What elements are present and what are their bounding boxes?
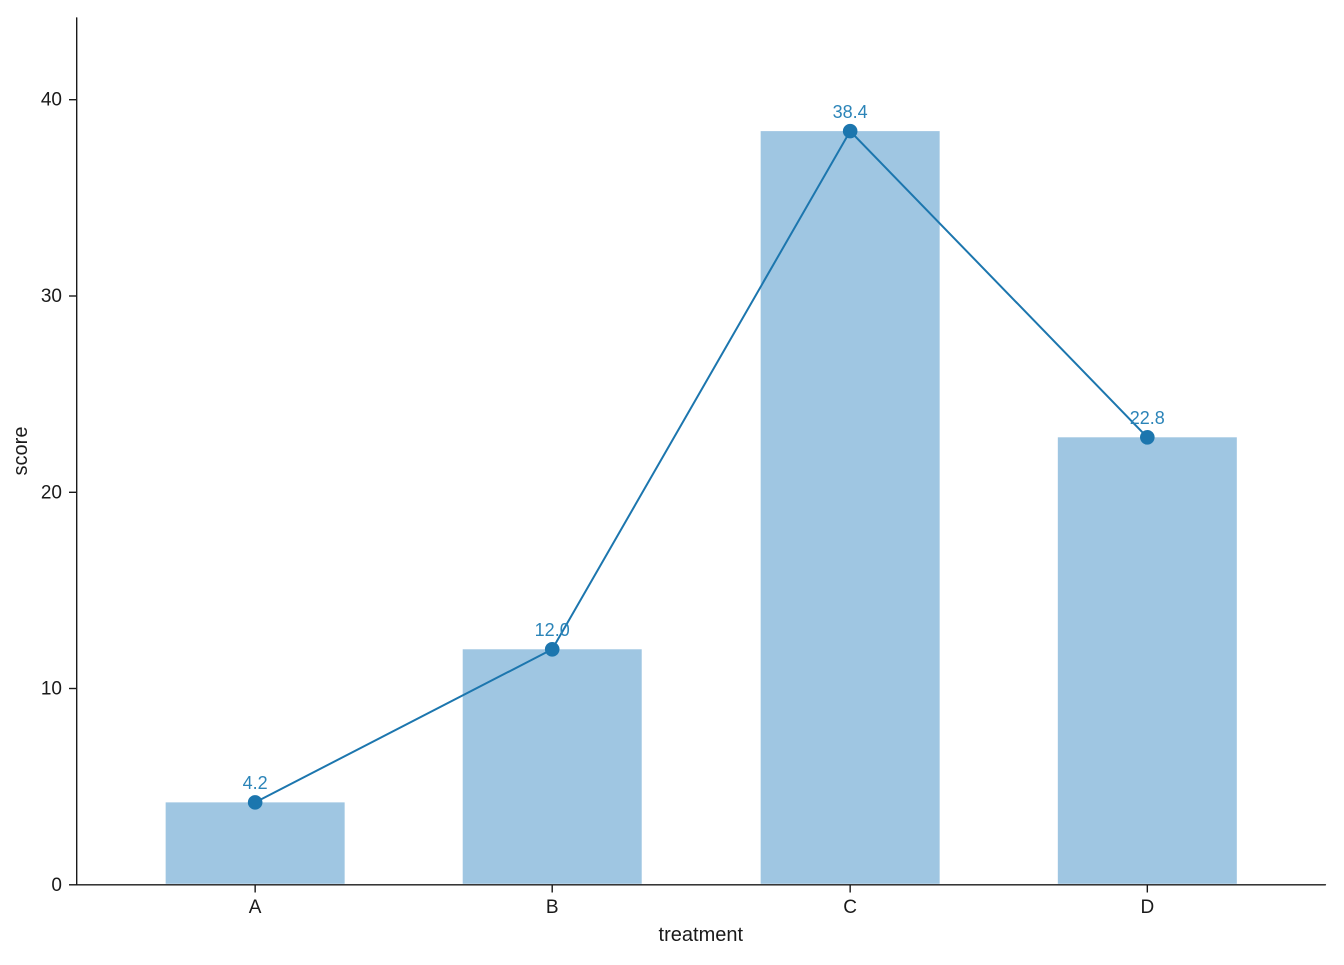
- svg-text:treatment: treatment: [659, 924, 744, 946]
- svg-text:12.0: 12.0: [535, 620, 570, 640]
- svg-text:38.4: 38.4: [833, 102, 868, 122]
- svg-text:score: score: [10, 427, 32, 476]
- svg-text:C: C: [843, 897, 857, 918]
- svg-text:B: B: [546, 897, 559, 918]
- svg-text:10: 10: [41, 679, 62, 700]
- svg-text:22.8: 22.8: [1130, 408, 1165, 428]
- svg-text:A: A: [249, 897, 262, 918]
- svg-text:4.2: 4.2: [243, 773, 268, 793]
- svg-text:30: 30: [41, 286, 62, 307]
- svg-text:D: D: [1140, 897, 1154, 918]
- svg-text:40: 40: [41, 90, 62, 111]
- svg-text:0: 0: [51, 875, 62, 896]
- svg-text:20: 20: [41, 482, 62, 503]
